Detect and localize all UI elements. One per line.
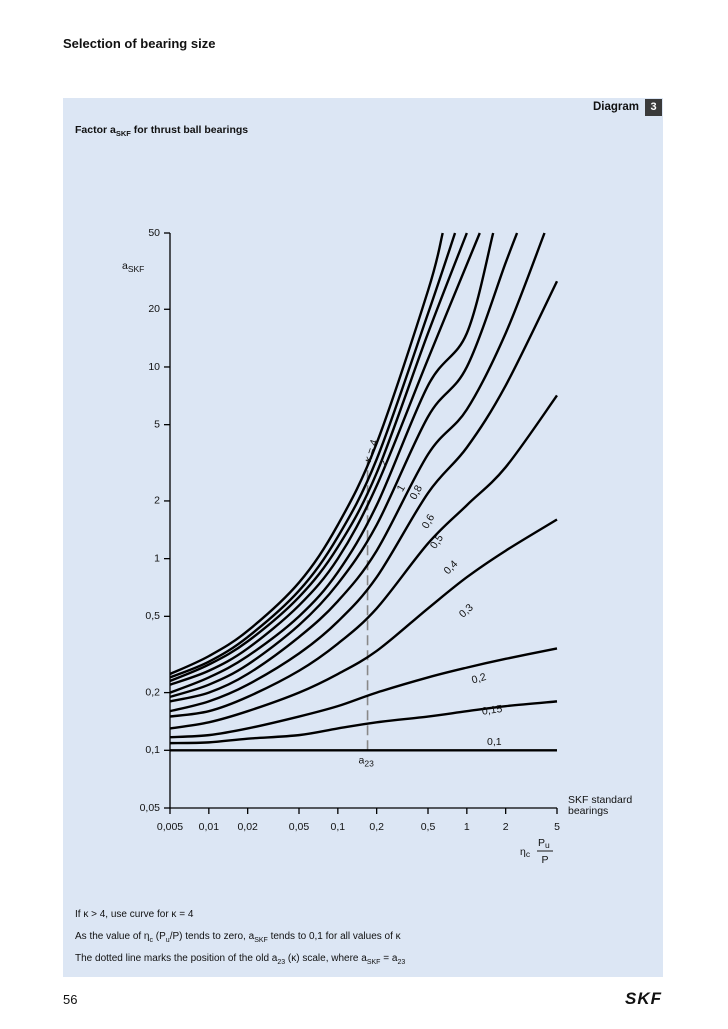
curve-label: 0,3 <box>457 602 476 621</box>
text-run: /P) tends to zero, a <box>169 931 255 942</box>
text-run: tends to 0,1 for all values of κ <box>267 931 401 942</box>
text-run: for thrust ball bearings <box>130 124 249 136</box>
diagram-title: Factor aSKF for thrust ball bearings <box>75 124 248 138</box>
header-title: Selection of bearing size <box>63 36 216 51</box>
curve <box>169 232 546 703</box>
x-tick-label: 0,2 <box>369 821 384 833</box>
logo: SKF <box>625 989 662 1008</box>
x-label-denominator: P <box>541 854 548 866</box>
text-run: = a <box>380 953 398 964</box>
x-tick-label: 2 <box>503 821 509 833</box>
curve-label: 0,2 <box>470 671 487 687</box>
y-tick-label: 20 <box>148 303 160 315</box>
curve <box>169 232 481 686</box>
text-run: a <box>359 754 365 766</box>
diagram-number: 3 <box>645 99 662 116</box>
curve <box>169 232 468 683</box>
text-run: As the value of η <box>75 931 150 942</box>
curve <box>169 232 495 694</box>
x-label-numerator: Pu <box>538 837 550 850</box>
text-run: Factor a <box>75 124 116 136</box>
y-tick-label: 2 <box>154 495 160 507</box>
subscript: u <box>165 937 170 944</box>
subscript: SKF <box>115 129 131 139</box>
curve-label: 0,4 <box>442 558 461 577</box>
curve <box>169 232 444 676</box>
y-tick-label: 1 <box>154 552 160 564</box>
curve-label: 0,1 <box>487 736 502 748</box>
note: The dotted line marks the position of th… <box>75 953 405 966</box>
x-axis-label: ηc <box>520 846 531 859</box>
curve <box>169 280 559 713</box>
curve-label: 2 <box>377 458 390 468</box>
subscript: c <box>526 849 531 859</box>
x-tick-label: 0,02 <box>237 821 258 833</box>
y-tick-label: 0,5 <box>145 610 160 622</box>
diagram-label: Diagram <box>592 101 639 113</box>
x-tick-label: 5 <box>554 821 560 833</box>
curve <box>169 232 519 699</box>
text-run: (P <box>153 931 166 942</box>
y-tick-label: 0,2 <box>145 686 160 698</box>
page-number: 56 <box>63 992 78 1007</box>
subscript: SKF <box>254 937 268 944</box>
curve <box>169 647 558 739</box>
diagram-panel: Diagram 3 Factor aSKF for thrust ball be… <box>63 98 663 977</box>
text-run: P <box>538 837 545 849</box>
text-run: If κ > 4, use curve for κ = 4 <box>75 909 194 920</box>
subscript: 23 <box>277 959 286 966</box>
y-tick-label: 0,1 <box>145 744 160 756</box>
x-tick-label: 0,005 <box>157 821 183 833</box>
text-run: The dotted line marks the position of th… <box>75 953 278 964</box>
curve <box>169 232 457 679</box>
curve-label: 0,15 <box>481 703 503 718</box>
x-tick-label: 0,1 <box>331 821 346 833</box>
curve-label: 1 <box>395 483 408 494</box>
text-run: SKF standard <box>568 794 632 806</box>
y-tick-label: 50 <box>148 227 160 239</box>
x-tick-label: 0,5 <box>421 821 436 833</box>
y-axis-label: aSKF <box>122 260 144 274</box>
note: If κ > 4, use curve for κ = 4 <box>75 909 193 920</box>
x-tick-label: 1 <box>464 821 470 833</box>
y-tick-label: 10 <box>148 361 160 373</box>
curve <box>169 700 558 745</box>
text-run: bearings <box>568 805 608 817</box>
curve-label: 0,6 <box>420 512 438 531</box>
subscript: 23 <box>397 959 406 966</box>
y-tick-label: 0,05 <box>140 802 161 814</box>
x-tick-label: 0,05 <box>289 821 310 833</box>
x-axis-note: SKF standard bearings <box>568 794 632 817</box>
symbol: η <box>520 846 526 858</box>
reference-label: a23 <box>359 754 375 768</box>
subscript: 23 <box>364 759 374 769</box>
curve <box>169 394 558 718</box>
subscript: SKF <box>366 959 381 966</box>
subscript: c <box>149 937 154 944</box>
x-tick-label: 0,01 <box>199 821 220 833</box>
text-run: a <box>122 260 128 272</box>
text-run: (κ) scale, where a <box>285 953 367 964</box>
note: As the value of ηc (Pu/P) tends to zero,… <box>75 931 401 944</box>
subscript: SKF <box>128 264 145 274</box>
curve <box>169 518 558 730</box>
subscript: u <box>545 840 550 850</box>
y-tick-label: 5 <box>154 418 160 430</box>
